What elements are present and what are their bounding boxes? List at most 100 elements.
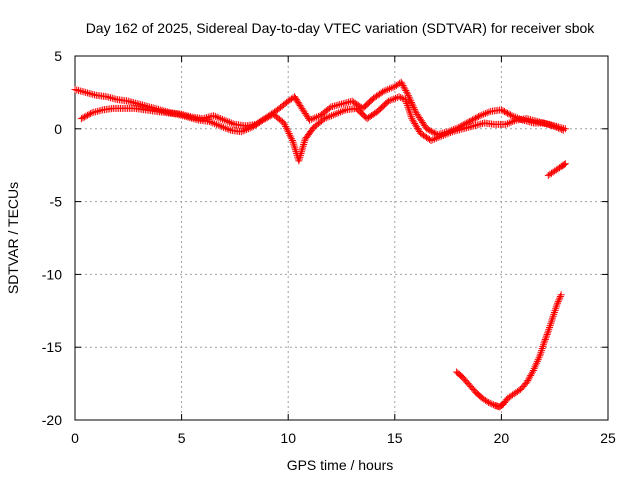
data-point: [294, 99, 302, 107]
data-point: [488, 400, 496, 408]
data-point: [222, 117, 230, 125]
data-point: [503, 109, 511, 117]
data-point: [293, 97, 301, 105]
data-point: [538, 346, 546, 354]
data-point: [296, 151, 304, 159]
data-point: [481, 110, 489, 118]
data-point: [556, 125, 564, 133]
y-tick-label: -5: [50, 194, 63, 210]
data-point: [557, 291, 565, 299]
data-point: [485, 108, 493, 116]
data-point: [218, 115, 226, 123]
data-point: [284, 128, 292, 136]
data-point: [429, 128, 437, 136]
data-point: [239, 127, 247, 135]
data-point: [77, 115, 85, 123]
data-point: [388, 96, 396, 104]
data-point: [403, 88, 411, 96]
data-point: [549, 312, 557, 320]
data-point: [549, 314, 557, 322]
data-point: [287, 133, 295, 141]
data-point: [83, 111, 91, 119]
data-point: [392, 94, 400, 102]
data-point: [399, 82, 407, 90]
data-point: [427, 127, 435, 135]
data-point: [281, 121, 289, 129]
data-point: [480, 110, 488, 118]
data-point: [283, 126, 291, 134]
data-point: [500, 108, 508, 116]
data-point: [483, 397, 491, 405]
data-point: [211, 120, 219, 128]
data-point: [434, 134, 442, 142]
data-point: [472, 114, 480, 122]
data-point: [85, 110, 93, 118]
data-point: [530, 365, 538, 373]
data-point: [300, 139, 308, 147]
data-point: [486, 399, 494, 407]
data-point: [483, 109, 491, 117]
data-point: [559, 126, 567, 134]
data-point: [309, 115, 317, 123]
data-point: [556, 294, 564, 302]
x-tick-label: 10: [280, 430, 296, 446]
data-point: [307, 115, 315, 123]
data-point: [558, 126, 566, 134]
data-point: [411, 105, 419, 113]
data-point: [465, 118, 473, 126]
data-point: [556, 292, 564, 300]
data-point: [210, 112, 218, 120]
data-point: [407, 98, 415, 106]
data-point: [79, 114, 87, 122]
data-point: [290, 142, 298, 150]
data-point: [549, 122, 557, 130]
data-point: [467, 117, 475, 125]
data-point: [340, 107, 348, 115]
data-point: [541, 337, 549, 345]
data-point: [443, 130, 451, 138]
data-point: [329, 111, 337, 119]
data-point: [325, 104, 333, 112]
data-point: [548, 316, 556, 324]
data-point: [476, 112, 484, 120]
data-point: [547, 318, 555, 326]
data-point: [265, 113, 273, 121]
data-point: [291, 93, 299, 101]
data-point: [527, 371, 535, 379]
x-tick-label: 0: [71, 430, 79, 446]
data-point: [217, 115, 225, 123]
x-tick-label: 5: [178, 430, 186, 446]
data-point: [380, 87, 388, 95]
data-point: [534, 356, 542, 364]
data-point: [445, 129, 453, 137]
data-point: [405, 93, 413, 101]
data-point: [402, 87, 410, 95]
data-point: [405, 105, 413, 113]
data-point: [244, 125, 252, 133]
series-short-segment: [544, 160, 569, 179]
data-point: [475, 113, 483, 121]
data-point: [300, 140, 308, 148]
ticks: 0 5 10 15 20 25 5 0 -5 -10 -15 -20: [42, 48, 616, 446]
data-point: [544, 329, 552, 337]
data-point: [533, 357, 541, 365]
data-point: [505, 119, 513, 127]
chart-title: Day 162 of 2025, Sidereal Day-to-day VTE…: [86, 20, 596, 36]
data-point: [544, 120, 552, 128]
data-point: [528, 368, 536, 376]
y-axis-label: SDTVAR / TECUs: [5, 182, 21, 294]
data-point: [336, 108, 344, 116]
data-point: [468, 116, 476, 124]
data-point: [551, 123, 559, 131]
data-point: [404, 92, 412, 100]
data-point: [299, 142, 307, 150]
data-point: [246, 124, 254, 132]
data-point: [540, 339, 548, 347]
data-point: [510, 112, 518, 120]
data-point: [546, 322, 554, 330]
data-point: [554, 124, 562, 132]
data-point: [511, 117, 519, 125]
data-point: [397, 93, 405, 101]
data-point: [431, 135, 439, 143]
data-point: [508, 112, 516, 120]
